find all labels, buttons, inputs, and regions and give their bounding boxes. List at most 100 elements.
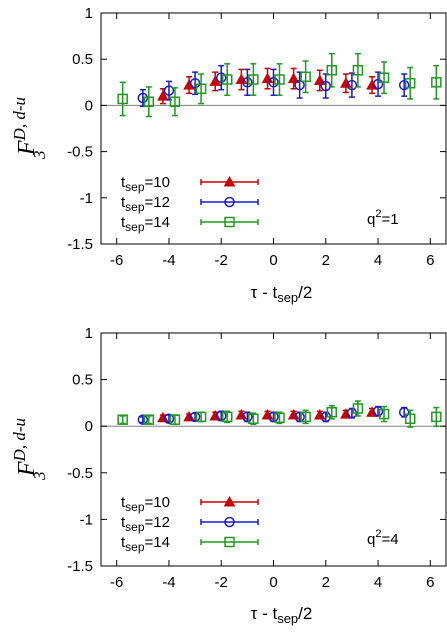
data-point <box>287 408 300 420</box>
data-point <box>163 85 175 96</box>
y-tick-label: -1 <box>80 511 93 528</box>
data-point <box>398 79 410 91</box>
data-point <box>404 77 416 89</box>
y-tick-label: 0.5 <box>72 51 93 68</box>
data-point <box>431 77 442 88</box>
data-point <box>294 411 305 423</box>
data-point <box>157 90 169 101</box>
data-point <box>195 83 207 95</box>
legend-label-tsep10: tsep=10 <box>121 494 170 514</box>
data-point <box>242 77 253 88</box>
y-tick-label: -1.5 <box>67 236 93 253</box>
chart-panel-2: 1 0.5 0 -0.5 -1 -1.5 -6 -4 -2 0 2 4 6 tsep=10tsep=12t… <box>10 325 447 626</box>
data-point <box>313 408 326 420</box>
data-point <box>189 411 201 423</box>
data-point <box>235 408 248 420</box>
data-point <box>221 74 233 85</box>
x-tick-label: 6 <box>426 252 434 269</box>
data-point <box>242 411 253 423</box>
x-tick-label: -4 <box>162 574 175 591</box>
y-tick-label: -1.5 <box>67 558 93 575</box>
legend-label-tsep10: tsep=10 <box>121 174 170 194</box>
legend-marker-tsep14 <box>224 216 235 228</box>
data-point <box>157 411 169 423</box>
x-tick-label: -4 <box>162 252 175 269</box>
data-point <box>378 72 390 83</box>
data-point <box>221 411 233 423</box>
data-point <box>300 71 311 83</box>
chart-panel-1: 1 0.5 0 -0.5 -1 -1.5 -6 -4 -2 0 2 4 6 tsep=10tsep=12t… <box>10 5 447 305</box>
data-point <box>248 413 259 424</box>
y-tick-label: 0.5 <box>72 372 93 389</box>
data-point <box>372 406 384 417</box>
data-point <box>195 411 207 423</box>
data-point <box>261 408 274 420</box>
data-point <box>372 78 384 90</box>
series-tsep14 <box>117 400 442 428</box>
legend-label-tsep12: tsep=12 <box>121 194 170 214</box>
q2-annotation: q2=1 <box>367 208 399 228</box>
data-point <box>274 74 285 85</box>
data-point <box>143 414 155 425</box>
y-tick-label: 1 <box>85 5 93 22</box>
data-point <box>143 96 155 107</box>
y-tick-label: -1 <box>80 190 93 207</box>
series-tsep12 <box>137 64 410 108</box>
x-tick-label: 4 <box>374 574 382 591</box>
data-point <box>326 65 338 76</box>
data-point <box>117 414 128 425</box>
data-point <box>268 77 279 88</box>
data-point <box>163 413 175 424</box>
legend-label-tsep12: tsep=12 <box>121 514 170 534</box>
q2-annotation: q2=4 <box>367 528 399 548</box>
x-axis-label: τ - tsep/2 <box>251 604 313 626</box>
data-point <box>215 410 227 422</box>
series-tsep10 <box>157 406 378 423</box>
legend-label-tsep14: tsep=14 <box>121 214 170 234</box>
series-tsep14 <box>117 52 442 118</box>
data-point <box>300 411 311 423</box>
legend-marker-tsep10 <box>223 175 236 187</box>
data-point <box>404 413 416 424</box>
x-tick-label: 0 <box>269 574 277 591</box>
data-point <box>274 412 285 424</box>
data-point <box>378 408 390 420</box>
data-point <box>169 414 181 425</box>
data-point <box>117 93 128 105</box>
legend-marker-tsep12 <box>224 196 235 208</box>
y-axis-label: FD, d-u3 <box>10 418 49 481</box>
x-tick-label: -2 <box>215 252 228 269</box>
x-tick-label: 2 <box>322 574 330 591</box>
y-tick-label: 1 <box>85 325 93 342</box>
data-point <box>294 79 305 91</box>
y-tick-label: -0.5 <box>67 144 93 161</box>
legend-label-tsep14: tsep=14 <box>121 534 170 554</box>
x-axis-label: τ - tsep/2 <box>251 283 313 305</box>
y-axis-label: FD, d-u3 <box>10 97 49 160</box>
data-point <box>137 92 149 104</box>
data-point <box>352 65 364 76</box>
data-point <box>287 72 300 84</box>
legend-marker-tsep14 <box>224 536 235 548</box>
data-point <box>320 80 332 92</box>
y-tick-label: 0 <box>85 418 93 435</box>
x-tick-label: 6 <box>426 574 434 591</box>
x-tick-label: -6 <box>110 252 123 269</box>
data-point <box>268 411 279 423</box>
data-point <box>340 77 352 88</box>
data-point <box>189 77 201 89</box>
data-point <box>326 406 338 418</box>
legend-marker-tsep12 <box>224 516 235 528</box>
data-point <box>169 96 181 107</box>
data-point <box>137 414 149 425</box>
x-tick-label: 4 <box>374 252 382 269</box>
x-tick-label: -2 <box>215 574 228 591</box>
y-tick-label: 0 <box>85 97 93 114</box>
data-point <box>352 403 364 414</box>
x-tick-label: 0 <box>269 252 277 269</box>
x-tick-label: 2 <box>322 252 330 269</box>
data-point <box>248 74 259 85</box>
x-tick-label: -6 <box>110 574 123 591</box>
data-point <box>431 411 442 423</box>
